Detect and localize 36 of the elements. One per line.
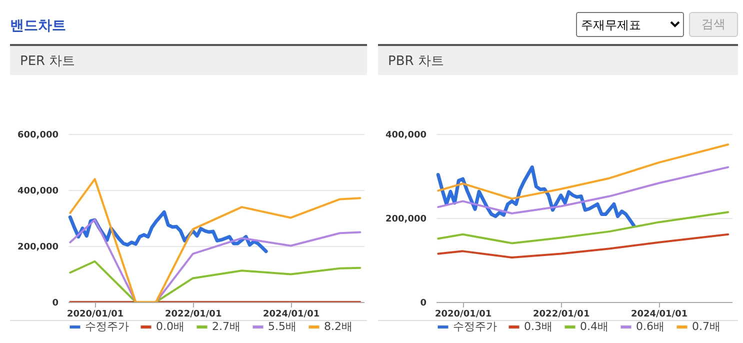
x-tick-label: 2022/01/01	[165, 310, 222, 320]
text: 밴드차트	[10, 17, 66, 35]
legend-label: 0.6배	[636, 320, 664, 333]
legend-label: 수정주가	[85, 320, 129, 333]
line-series	[69, 178, 362, 302]
x-tick-label: 2020/01/01	[66, 310, 124, 320]
line-series	[437, 233, 730, 258]
y-tick-label: 200,000	[386, 214, 426, 224]
legend-label: 수정주가	[453, 320, 497, 333]
text: 주재무제표	[576, 12, 684, 37]
legend-label: 0.0배	[156, 320, 184, 333]
legend-label: 5.5배	[268, 320, 296, 333]
x-tick-label: 2022/01/01	[533, 310, 590, 320]
x-tick-label: 2024/01/01	[262, 310, 320, 320]
line-series	[69, 218, 362, 302]
y-tick-label: 400,000	[18, 186, 58, 196]
y-tick-label: 0	[420, 298, 426, 308]
legend-label: 2.7배	[212, 320, 240, 333]
y-tick-label: 0	[52, 298, 58, 308]
x-tick-label: 2020/01/01	[434, 310, 492, 320]
line-series	[436, 165, 636, 228]
legend-label: 0.4배	[580, 320, 608, 333]
line-series	[437, 211, 730, 244]
legend-label: 0.7배	[692, 320, 720, 333]
legend-label: 0.3배	[524, 320, 552, 333]
y-tick-label: 200,000	[18, 242, 58, 252]
legend-label: 8.2배	[324, 320, 352, 333]
line-series	[437, 144, 730, 200]
x-tick-label: 2024/01/01	[630, 310, 688, 320]
line-series	[69, 260, 362, 302]
chart-title: PBR 차트	[378, 44, 738, 75]
chart-title: PER 차트	[10, 44, 367, 75]
text: 검색	[689, 12, 738, 37]
y-tick-label: 600,000	[18, 130, 58, 140]
y-tick-label: 400,000	[386, 130, 426, 140]
line-series	[437, 166, 730, 214]
